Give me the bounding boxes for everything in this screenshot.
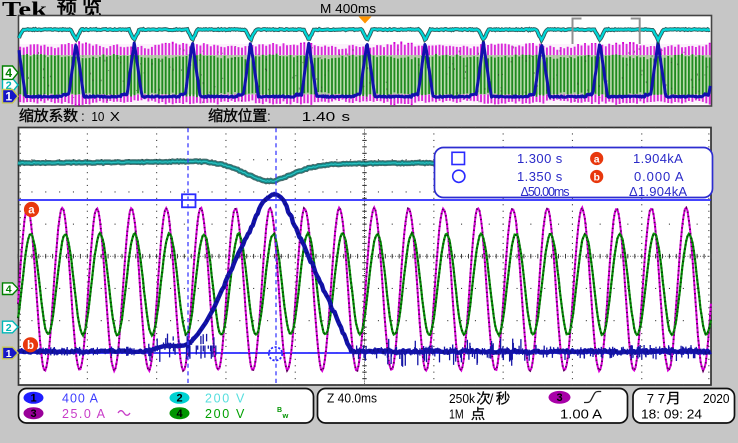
svg-text:1.904kA: 1.904kA [633, 151, 683, 166]
svg-text:250k: 250k [449, 391, 475, 406]
svg-text:b: b [593, 171, 599, 183]
svg-text:400 A: 400 A [62, 391, 99, 405]
svg-text:25.0 A: 25.0 A [62, 407, 106, 421]
svg-text:2: 2 [6, 322, 12, 334]
svg-text:1M: 1M [449, 407, 464, 422]
svg-text:1: 1 [6, 348, 12, 360]
svg-text:200 V: 200 V [205, 391, 245, 405]
svg-text:1.350 s: 1.350 s [517, 169, 563, 184]
svg-text::: : [267, 109, 271, 124]
svg-text:10: 10 [91, 109, 104, 124]
svg-text:2020: 2020 [703, 391, 730, 406]
svg-text:w: w [282, 411, 289, 420]
svg-text:1: 1 [5, 90, 12, 104]
svg-text:1.40: 1.40 [302, 109, 336, 124]
svg-text:2: 2 [6, 80, 12, 92]
svg-text:/: / [490, 391, 494, 406]
svg-text:18: 09: 24: 18: 09: 24 [641, 407, 702, 422]
svg-text:0.000 A: 0.000 A [634, 169, 684, 184]
svg-text:4: 4 [176, 408, 183, 420]
svg-text:1: 1 [30, 393, 36, 405]
svg-text:X: X [110, 109, 121, 124]
svg-text:s: s [342, 109, 351, 124]
svg-text:Z 40.0ms: Z 40.0ms [327, 392, 377, 406]
svg-text:2: 2 [176, 393, 182, 405]
svg-text:a: a [594, 153, 600, 165]
svg-text:4: 4 [6, 284, 12, 296]
svg-text:200 V: 200 V [205, 407, 245, 421]
svg-text:b: b [27, 340, 34, 352]
svg-text:1.300 s: 1.300 s [517, 151, 563, 166]
svg-text:Δ1.904kA: Δ1.904kA [629, 184, 687, 199]
svg-text:7 7: 7 7 [647, 391, 665, 406]
svg-text:B: B [277, 407, 282, 414]
svg-text:3: 3 [556, 392, 562, 404]
svg-text:1.00 A: 1.00 A [560, 406, 602, 421]
svg-text:3: 3 [30, 408, 36, 420]
svg-text::: : [81, 109, 85, 124]
svg-text:M 400ms: M 400ms [320, 2, 376, 16]
svg-text:Δ50.00ms: Δ50.00ms [521, 185, 570, 199]
svg-text:4: 4 [5, 66, 12, 80]
svg-text:a: a [28, 205, 35, 217]
